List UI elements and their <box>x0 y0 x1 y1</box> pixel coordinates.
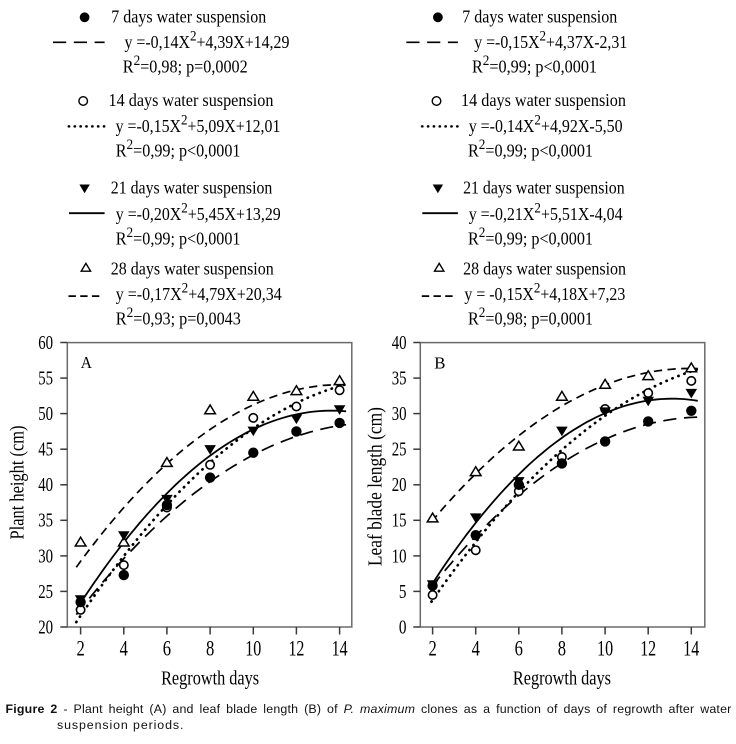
svg-text:y =-0,14X2​+4,92X-5,50: y =-0,14X2​+4,92X-5,50 <box>469 112 623 136</box>
svg-text:R2​=0,93; p=0,0043: R2​=0,93; p=0,0043 <box>116 306 241 329</box>
svg-text:y =-0,15X2​+5,09X+12,01: y =-0,15X2​+5,09X+12,01 <box>116 112 281 136</box>
svg-text:40: 40 <box>38 473 53 496</box>
svg-text:12: 12 <box>640 637 656 661</box>
svg-text:60: 60 <box>38 331 53 354</box>
svg-text:0: 0 <box>399 615 407 637</box>
svg-text:25: 25 <box>392 437 407 460</box>
svg-text:y = -0,15X2​+4,18X+7,23: y = -0,15X2​+4,18X+7,23 <box>464 280 625 304</box>
svg-text:B: B <box>434 354 445 373</box>
svg-text:y =-0,14X2​+4,39X+14,29: y =-0,14X2​+4,39X+14,29 <box>125 28 290 52</box>
svg-text:y =-0,15X2​+4,37X-2,31: y =-0,15X2​+4,37X-2,31 <box>474 28 627 52</box>
svg-text:2: 2 <box>428 637 436 661</box>
svg-text:R2​=0,99; p<0,0001: R2​=0,99; p<0,0001 <box>472 53 597 76</box>
svg-text:20: 20 <box>38 615 53 638</box>
svg-text:7 days water suspension: 7 days water suspension <box>462 7 617 27</box>
svg-text:6: 6 <box>163 637 172 661</box>
svg-text:30: 30 <box>38 544 53 567</box>
svg-text:40: 40 <box>392 331 407 354</box>
svg-text:21 days water suspension: 21 days water suspension <box>463 177 625 197</box>
svg-text:10: 10 <box>245 637 261 661</box>
svg-text:2: 2 <box>76 637 84 661</box>
svg-text:y =-0,20X2​+5,45X+13,29: y =-0,20X2​+5,45X+13,29 <box>116 200 281 224</box>
svg-text:7 days water suspension: 7 days water suspension <box>111 7 266 27</box>
svg-text:28 days water suspension: 28 days water suspension <box>463 259 626 279</box>
svg-text:12: 12 <box>288 637 304 661</box>
svg-text:45: 45 <box>38 437 53 460</box>
svg-text:35: 35 <box>392 366 407 389</box>
svg-text:8: 8 <box>558 637 566 661</box>
svg-text:10: 10 <box>597 637 613 661</box>
svg-text:R2​=0,98; p=0,0001: R2​=0,98; p=0,0001 <box>468 306 593 329</box>
svg-text:21 days water suspension: 21 days water suspension <box>111 177 273 197</box>
svg-text:R2​=0,99; p<0,0001: R2​=0,99; p<0,0001 <box>468 137 593 160</box>
svg-text:14 days water suspension: 14 days water suspension <box>109 90 274 110</box>
svg-text:A: A <box>81 354 93 372</box>
svg-text:4: 4 <box>472 637 481 661</box>
svg-text:y =-0,17X2​+4,79X+20,34: y =-0,17X2​+4,79X+20,34 <box>116 281 282 304</box>
svg-text:14 days water suspension: 14 days water suspension <box>461 90 626 110</box>
svg-text:15: 15 <box>392 509 407 532</box>
svg-text:30: 30 <box>392 402 407 425</box>
svg-text:25: 25 <box>38 580 53 603</box>
svg-text:14: 14 <box>332 637 348 661</box>
svg-text:y =-0,21X2​+5,51X-4,04: y =-0,21X2​+5,51X-4,04 <box>469 200 623 224</box>
svg-text:55: 55 <box>38 366 53 389</box>
svg-text:28 days water suspension: 28 days water suspension <box>111 259 274 279</box>
svg-text:10: 10 <box>392 544 407 567</box>
svg-text:Regrowth days: Regrowth days <box>513 668 611 690</box>
svg-text:R2​=0,98; p=0,0002: R2​=0,98; p=0,0002 <box>123 53 248 76</box>
svg-text:35: 35 <box>38 509 53 532</box>
svg-text:50: 50 <box>38 402 53 425</box>
svg-text:8: 8 <box>206 637 214 661</box>
svg-text:Regrowth days: Regrowth days <box>161 668 259 690</box>
svg-text:5: 5 <box>399 580 407 602</box>
svg-text:Plant height (cm): Plant height (cm) <box>6 425 29 539</box>
svg-text:20: 20 <box>392 473 407 496</box>
svg-text:Leaf blade length (cm): Leaf blade length (cm) <box>364 407 387 566</box>
svg-text:6: 6 <box>515 637 524 661</box>
svg-text:14: 14 <box>683 637 699 661</box>
svg-text:R2​=0,99; p<0,0001: R2​=0,99; p<0,0001 <box>116 225 241 248</box>
svg-text:R2​=0,99; p<0,0001: R2​=0,99; p<0,0001 <box>468 225 593 248</box>
svg-text:R2​=0,99; p<0,0001: R2​=0,99; p<0,0001 <box>116 137 241 160</box>
svg-text:4: 4 <box>120 637 129 661</box>
